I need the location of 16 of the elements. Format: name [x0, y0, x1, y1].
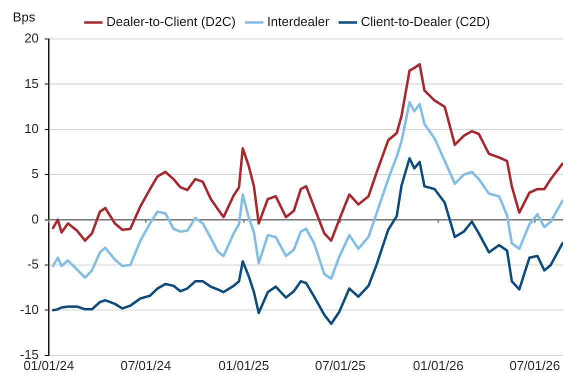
x-tick-label: 07/01/25: [314, 358, 366, 373]
y-tick-label: 5: [32, 166, 39, 182]
legend-label: Interdealer: [267, 14, 330, 30]
y-tick-label: 10: [24, 120, 39, 136]
legend-label: Dealer-to-Client (D2C): [106, 14, 236, 30]
legend-label: Client-to-Dealer (C2D): [360, 14, 490, 30]
y-tick-label: 20: [24, 30, 39, 46]
x-tick-label: 01/01/26: [413, 358, 464, 373]
x-tick-label: 07/01/26: [509, 358, 560, 373]
y-tick-label: -5: [27, 256, 39, 272]
y-tick-label: 15: [24, 76, 39, 91]
x-tick-label: 07/01/24: [120, 358, 172, 373]
x-tick-label: 01/01/25: [218, 358, 270, 373]
y-axis-title: Bps: [12, 10, 36, 25]
y-tick-label: 0: [32, 211, 39, 226]
y-tick-label: -10: [20, 302, 39, 317]
